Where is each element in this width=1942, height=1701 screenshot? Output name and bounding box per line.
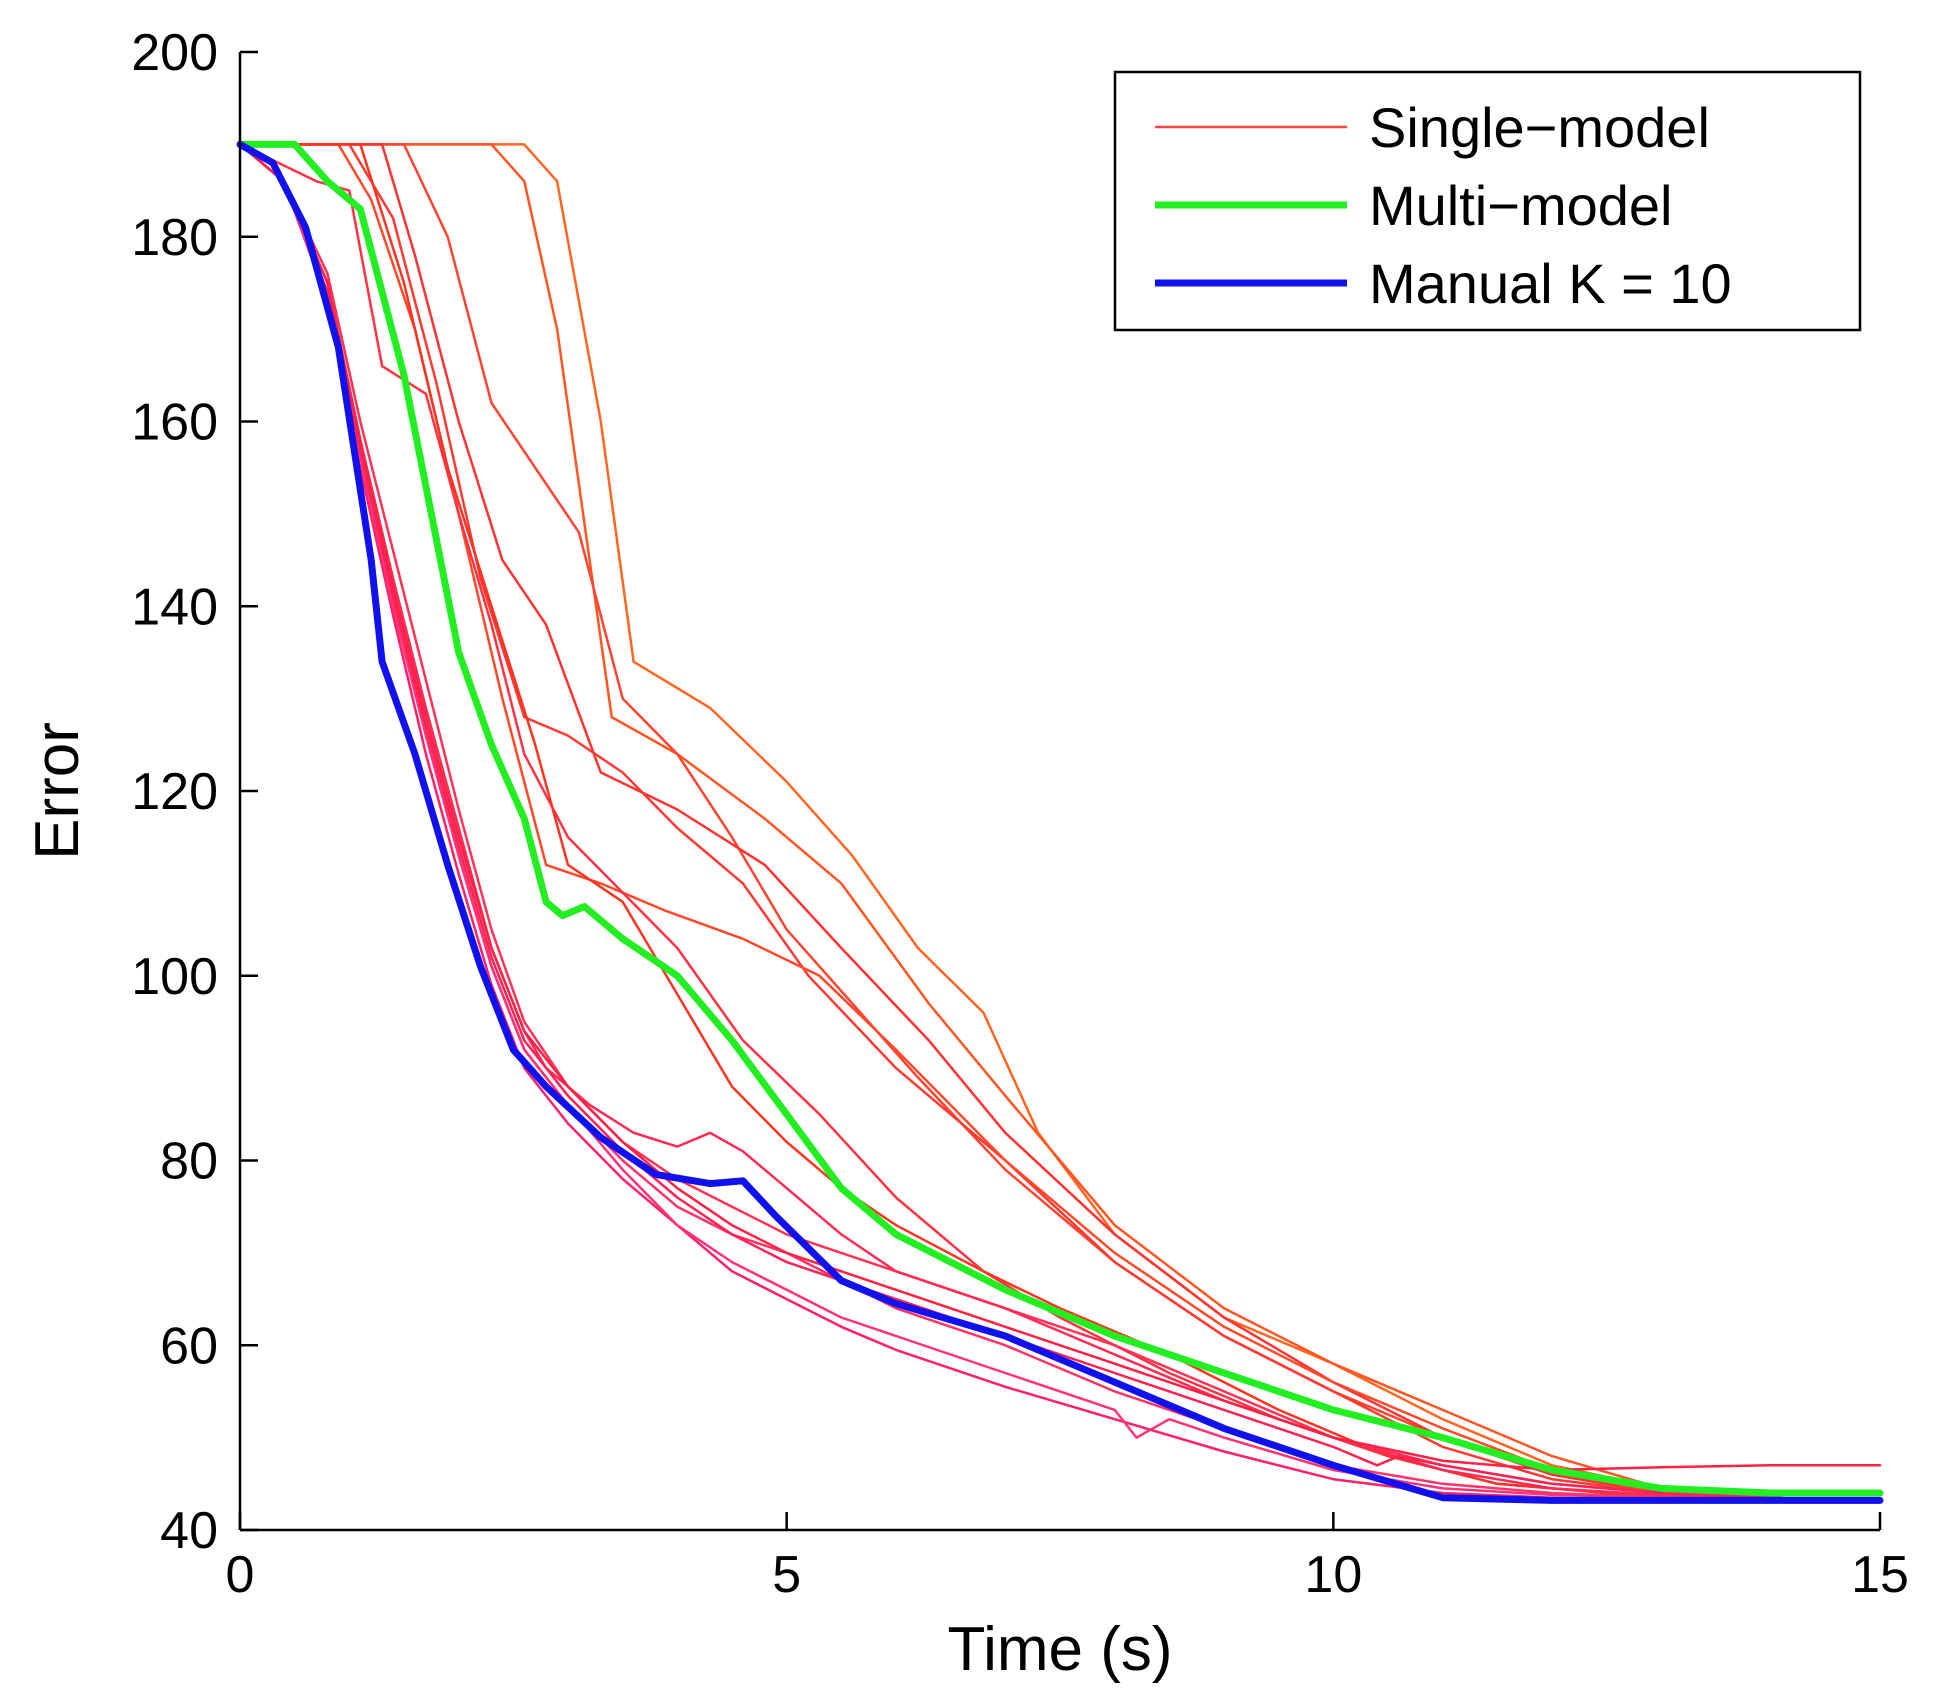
x-tick-label: 10 <box>1304 1546 1362 1604</box>
y-tick-label: 140 <box>131 578 218 636</box>
y-tick-label: 120 <box>131 763 218 821</box>
y-tick-label: 40 <box>160 1502 218 1560</box>
x-axis-title: Time (s) <box>948 1615 1173 1684</box>
single-model-line <box>238 143 1882 1504</box>
single-model-line <box>238 143 1882 1504</box>
x-tick-label: 0 <box>226 1546 255 1604</box>
single-model-line <box>238 143 1882 1504</box>
single-model-line <box>238 143 1882 1504</box>
series-layer <box>236 140 1884 1504</box>
legend-box <box>1113 70 1862 332</box>
single-model-line <box>238 143 1882 1504</box>
y-axis-title: Error <box>23 722 92 860</box>
y-tick-label: 100 <box>131 948 218 1006</box>
x-tick-label: 15 <box>1851 1546 1909 1604</box>
single-model-line <box>238 143 1882 1504</box>
legend-label-manual-k10: Manual K = 10 <box>1369 252 1732 315</box>
single-model-line <box>238 143 1882 1504</box>
single-model-line <box>238 143 1882 1504</box>
multi-model-line <box>236 140 1884 1497</box>
single-model-line <box>238 143 1882 1504</box>
y-tick-label: 60 <box>160 1317 218 1375</box>
legend-label-single-model: Single−model <box>1369 96 1710 159</box>
single-model-line <box>238 143 1882 1504</box>
single-model-line <box>238 143 1882 1504</box>
y-tick-label: 200 <box>131 24 218 82</box>
legend-label-multi-model: Multi−model <box>1369 174 1672 237</box>
legend: Single−model Multi−model Manual K = 10 <box>1113 70 1862 332</box>
ticks-layer: 0 5 10 15 40 60 80 100 120 140 160 180 200 <box>131 24 1909 1604</box>
x-tick-label: 5 <box>772 1546 801 1604</box>
single-model-line <box>238 143 1882 1504</box>
y-tick-label: 80 <box>160 1133 218 1191</box>
single-model-line <box>238 143 1882 1504</box>
manual-k10-line <box>236 140 1884 1504</box>
y-tick-label: 180 <box>131 209 218 267</box>
single-model-line <box>238 143 1882 1504</box>
y-tick-label: 160 <box>131 394 218 452</box>
single-model-line <box>238 143 1882 1472</box>
